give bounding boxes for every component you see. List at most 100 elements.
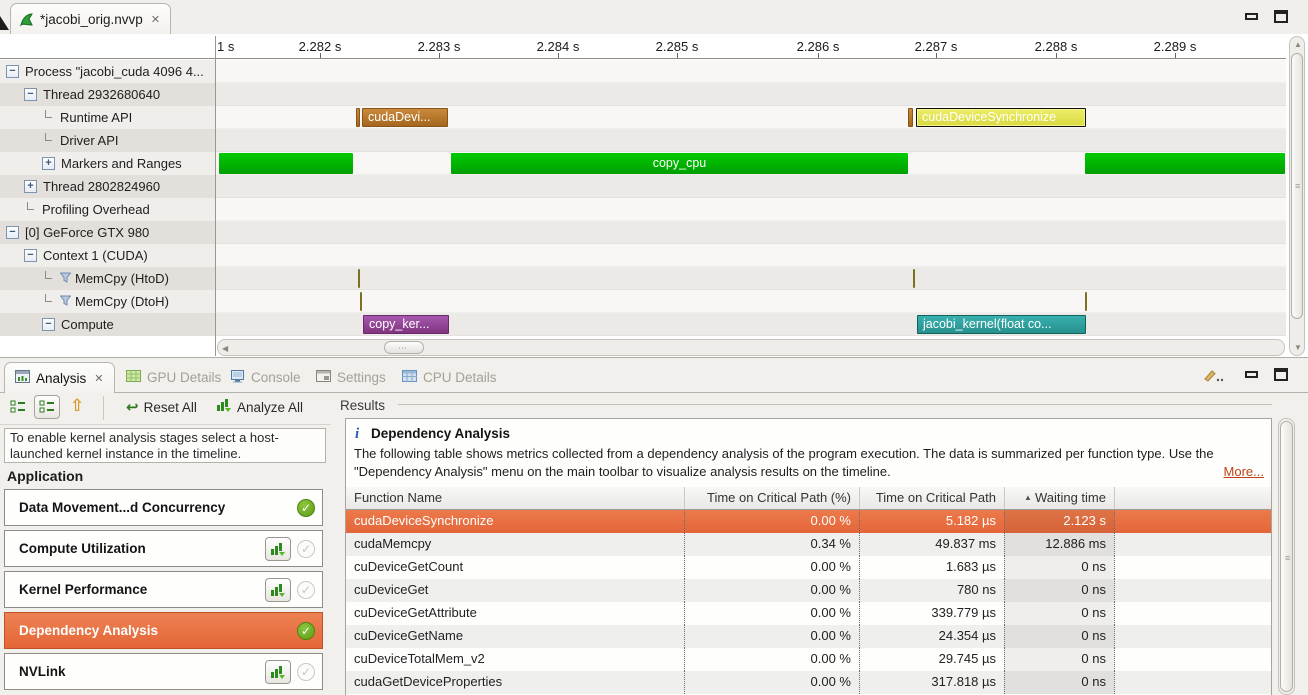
collapse-toggle-icon[interactable]: − [24, 249, 37, 262]
collapse-toggle-icon[interactable]: − [6, 65, 19, 78]
editor-tab-close-icon[interactable]: ✕ [150, 13, 161, 26]
timeline-bar-memcpy-dtoh-1[interactable] [360, 292, 362, 311]
scroll-left-icon[interactable]: ◀ [222, 344, 229, 353]
reset-all-button[interactable]: ↩ Reset All [126, 398, 197, 416]
collapse-toggle-icon[interactable]: − [6, 226, 19, 239]
cell-waiting-time: 0 ns [1004, 579, 1114, 602]
ruler-label-2-283-s: 2.283 s [417, 39, 461, 54]
timeline-bar-cuda-device-synchronize[interactable]: cudaDeviceSynchronize [916, 108, 1086, 127]
tree-row-label: [0] GeForce GTX 980 [25, 225, 150, 240]
tab-close-icon[interactable]: ✕ [94, 372, 104, 385]
scroll-down-icon[interactable]: ▼ [1294, 343, 1302, 352]
view-menu-icon[interactable] [1203, 368, 1223, 382]
results-vscroll-thumb[interactable]: ≡ [1280, 421, 1293, 692]
column-header-waiting-time[interactable]: ▲ Waiting time [1004, 487, 1114, 510]
more-link[interactable]: More... [1223, 464, 1264, 479]
table-row-cudevicetotalmem-v2[interactable]: cuDeviceTotalMem_v2 0.00 % 29.745 µs 0 ns [346, 648, 1271, 671]
analyze-stage-button[interactable] [265, 659, 291, 684]
expand-toggle-icon[interactable]: + [24, 180, 37, 193]
tree-row-thread-2932680640[interactable]: − Thread 2932680640 [0, 83, 215, 106]
column-header-empty[interactable] [1114, 487, 1271, 510]
timeline-hscrollbar[interactable]: ◀ ⋯ [217, 339, 1285, 356]
tree-row-memcpy-htod[interactable]: MemCpy (HtoD) [0, 267, 215, 290]
tab-console[interactable]: Console [220, 362, 311, 393]
ruler-label-2-284-s: 2.284 s [536, 39, 580, 54]
results-vscrollbar[interactable]: ≡ [1278, 418, 1295, 695]
table-row-cudamemcpy[interactable]: cudaMemcpy 0.34 % 49.837 ms 12.886 ms [346, 533, 1271, 556]
tree-row-thread-2802824960[interactable]: + Thread 2802824960 [0, 175, 215, 198]
analysis-card-dependency-analysis[interactable]: Dependency Analysis ✓ [4, 612, 323, 649]
ruler-tick [1175, 53, 1176, 58]
tree-row-markers-and-ranges[interactable]: + Markers and Ranges [0, 152, 215, 175]
timeline-bar-jacobi-kernel[interactable]: jacobi_kernel(float co... [917, 315, 1086, 334]
column-header-function-name[interactable]: Function Name [346, 487, 684, 510]
table-row-cudeviceget[interactable]: cuDeviceGet 0.00 % 780 ns 0 ns [346, 579, 1271, 602]
tab-label: Console [251, 370, 301, 385]
timeline-bar-copy-cpu[interactable]: copy_cpu [451, 153, 908, 174]
timeline-bar-memcpy-htod-1[interactable] [358, 269, 360, 288]
collapse-toggle-icon[interactable]: − [24, 88, 37, 101]
tab-analysis[interactable]: Analysis ✕ [4, 362, 115, 393]
analysis-card-data-movement-d-concurrency[interactable]: Data Movement...d Concurrency ✓ [4, 489, 323, 526]
tree-row-memcpy-dtoh[interactable]: MemCpy (DtoH) [0, 290, 215, 313]
timeline-bar-memcpy-htod-2[interactable] [913, 269, 915, 288]
analyze-all-button[interactable]: Analyze All [216, 398, 303, 417]
tree-row-compute[interactable]: − Compute [0, 313, 215, 336]
timeline-bar-marker-green-2[interactable] [1085, 153, 1285, 174]
table-row-cudadevicesynchronize[interactable]: cudaDeviceSynchronize 0.00 % 5.182 µs 2.123… [346, 510, 1271, 533]
cell-critical-path-time: 5.182 µs [859, 510, 1004, 533]
cell-function-name: cuDeviceGet [354, 582, 429, 597]
tab-settings[interactable]: Settings [306, 362, 396, 393]
up-arrow-icon[interactable]: ⇧ [70, 396, 85, 415]
timeline-bar-cuda-devi[interactable]: cudaDevi... [362, 108, 448, 127]
maximize-icon[interactable] [1274, 10, 1288, 23]
table-row-cudagetdeviceproperties[interactable]: cudaGetDeviceProperties 0.00 % 317.818 µs 0… [346, 671, 1271, 694]
tree-branch-icon [45, 294, 52, 302]
expand-toggle-icon[interactable]: + [42, 157, 55, 170]
tab-cpu-details[interactable]: CPU Details [392, 362, 507, 393]
tree-row-context-1-cuda[interactable]: − Context 1 (CUDA) [0, 244, 215, 267]
table-row-cudevicegetcount[interactable]: cuDeviceGetCount 0.00 % 1.683 µs 0 ns [346, 556, 1271, 579]
editor-tab-jacobi[interactable]: *jacobi_orig.nvvp ✕ [10, 3, 172, 34]
flat-view-icon[interactable] [10, 400, 26, 414]
collapse-toggle-icon[interactable]: − [42, 318, 55, 331]
editor-tab-title: *jacobi_orig.nvvp [40, 11, 143, 27]
cell-critical-path-pct: 0.00 % [684, 602, 859, 625]
timeline-ruler[interactable]: 1 s 2.282 s 2.283 s 2.284 s 2.285 s 2.286 s 2.… [216, 36, 1286, 58]
table-row-cudevicegetattribute[interactable]: cuDeviceGetAttribute 0.00 % 339.779 µs 0 ns [346, 602, 1271, 625]
timeline-bar-runtime-sliver-2[interactable] [908, 108, 913, 127]
analyze-stage-button[interactable] [265, 577, 291, 602]
tree-row-driver-api[interactable]: Driver API [0, 129, 215, 152]
timeline-hscroll-thumb[interactable]: ⋯ [384, 341, 424, 354]
minimize-icon[interactable] [1245, 13, 1258, 20]
panel-minimize-icon[interactable] [1245, 371, 1258, 378]
tree-row-runtime-api[interactable]: Runtime API [0, 106, 215, 129]
tree-row-profiling-overhead[interactable]: Profiling Overhead [0, 198, 215, 221]
scroll-up-icon[interactable]: ▲ [1294, 40, 1302, 49]
stage-view-button[interactable] [34, 395, 60, 419]
analysis-card-compute-utilization[interactable]: Compute Utilization ✓ [4, 530, 323, 567]
tree-branch-icon [45, 110, 52, 118]
column-header-time-on-critical-path[interactable]: Time on Critical Path [859, 487, 1004, 510]
analysis-card-nvlink[interactable]: NVLink ✓ [4, 653, 323, 690]
timeline-bar-marker-green-1[interactable] [219, 153, 353, 174]
table-row-cudevicegetname[interactable]: cuDeviceGetName 0.00 % 24.354 µs 0 ns [346, 625, 1271, 648]
cell-critical-path-time: 29.745 µs [859, 648, 1004, 671]
timeline-vscrollbar[interactable]: ▲ ≡ ▼ [1289, 36, 1305, 356]
tree-row-0-geforce-gtx-980[interactable]: − [0] GeForce GTX 980 [0, 221, 215, 244]
column-header-time-on-critical-path[interactable]: Time on Critical Path (%) [684, 487, 859, 510]
tree-row-process-jacobi-cuda-4096-4[interactable]: − Process "jacobi_cuda 4096 4... [0, 60, 215, 83]
analyze-all-label: Analyze All [237, 400, 304, 415]
timeline-bar-memcpy-dtoh-2[interactable] [1085, 292, 1087, 311]
analyze-stage-button[interactable] [265, 536, 291, 561]
timeline-bar-runtime-sliver-1[interactable] [356, 108, 360, 127]
tree-row-label: Process "jacobi_cuda 4096 4... [25, 64, 204, 79]
tab-gpu-details[interactable]: GPU Details [116, 362, 231, 393]
timeline-bar-copy-ker[interactable]: copy_ker... [363, 315, 449, 334]
cell-empty [1114, 625, 1271, 648]
panel-maximize-icon[interactable] [1274, 368, 1288, 381]
timeline-vscroll-thumb[interactable]: ≡ [1291, 53, 1303, 319]
analysis-card-label: Dependency Analysis [19, 623, 159, 638]
analysis-card-kernel-performance[interactable]: Kernel Performance ✓ [4, 571, 323, 608]
completed-check-icon: ✓ [297, 498, 315, 517]
